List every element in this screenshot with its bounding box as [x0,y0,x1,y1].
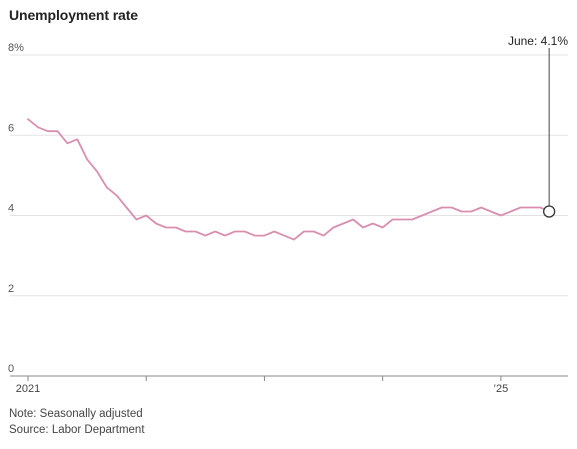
callout-label: June: 4.1% [508,34,568,48]
x-tick-label-4: ’25 [494,383,509,395]
y-tick-label-4: 4 [8,203,14,215]
y-tick-label-2: 2 [8,283,14,295]
gridlines [10,54,568,297]
last-point-marker [542,205,556,218]
series-line-0 [27,118,551,241]
series-layer [27,118,551,241]
callout: June: 4.1% [508,34,568,218]
x-tick-label-0: 2021 [16,383,40,395]
chart-title: Unemployment rate [9,7,138,23]
y-tick-label-8: 8% [8,42,24,54]
y-tick-label-6: 6 [8,122,14,134]
source-text: Source: Labor Department [9,424,145,436]
y-axis: 0 2 4 6 8% [8,42,24,375]
x-axis: 2021 ’25 [10,375,568,395]
chart-footer: Note: Seasonally adjusted Source: Labor … [9,406,145,438]
note-text: Note: Seasonally adjusted [9,408,143,420]
y-tick-label-0: 0 [8,363,14,375]
